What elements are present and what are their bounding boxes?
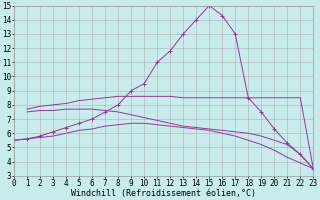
X-axis label: Windchill (Refroidissement éolien,°C): Windchill (Refroidissement éolien,°C) xyxy=(71,189,256,198)
